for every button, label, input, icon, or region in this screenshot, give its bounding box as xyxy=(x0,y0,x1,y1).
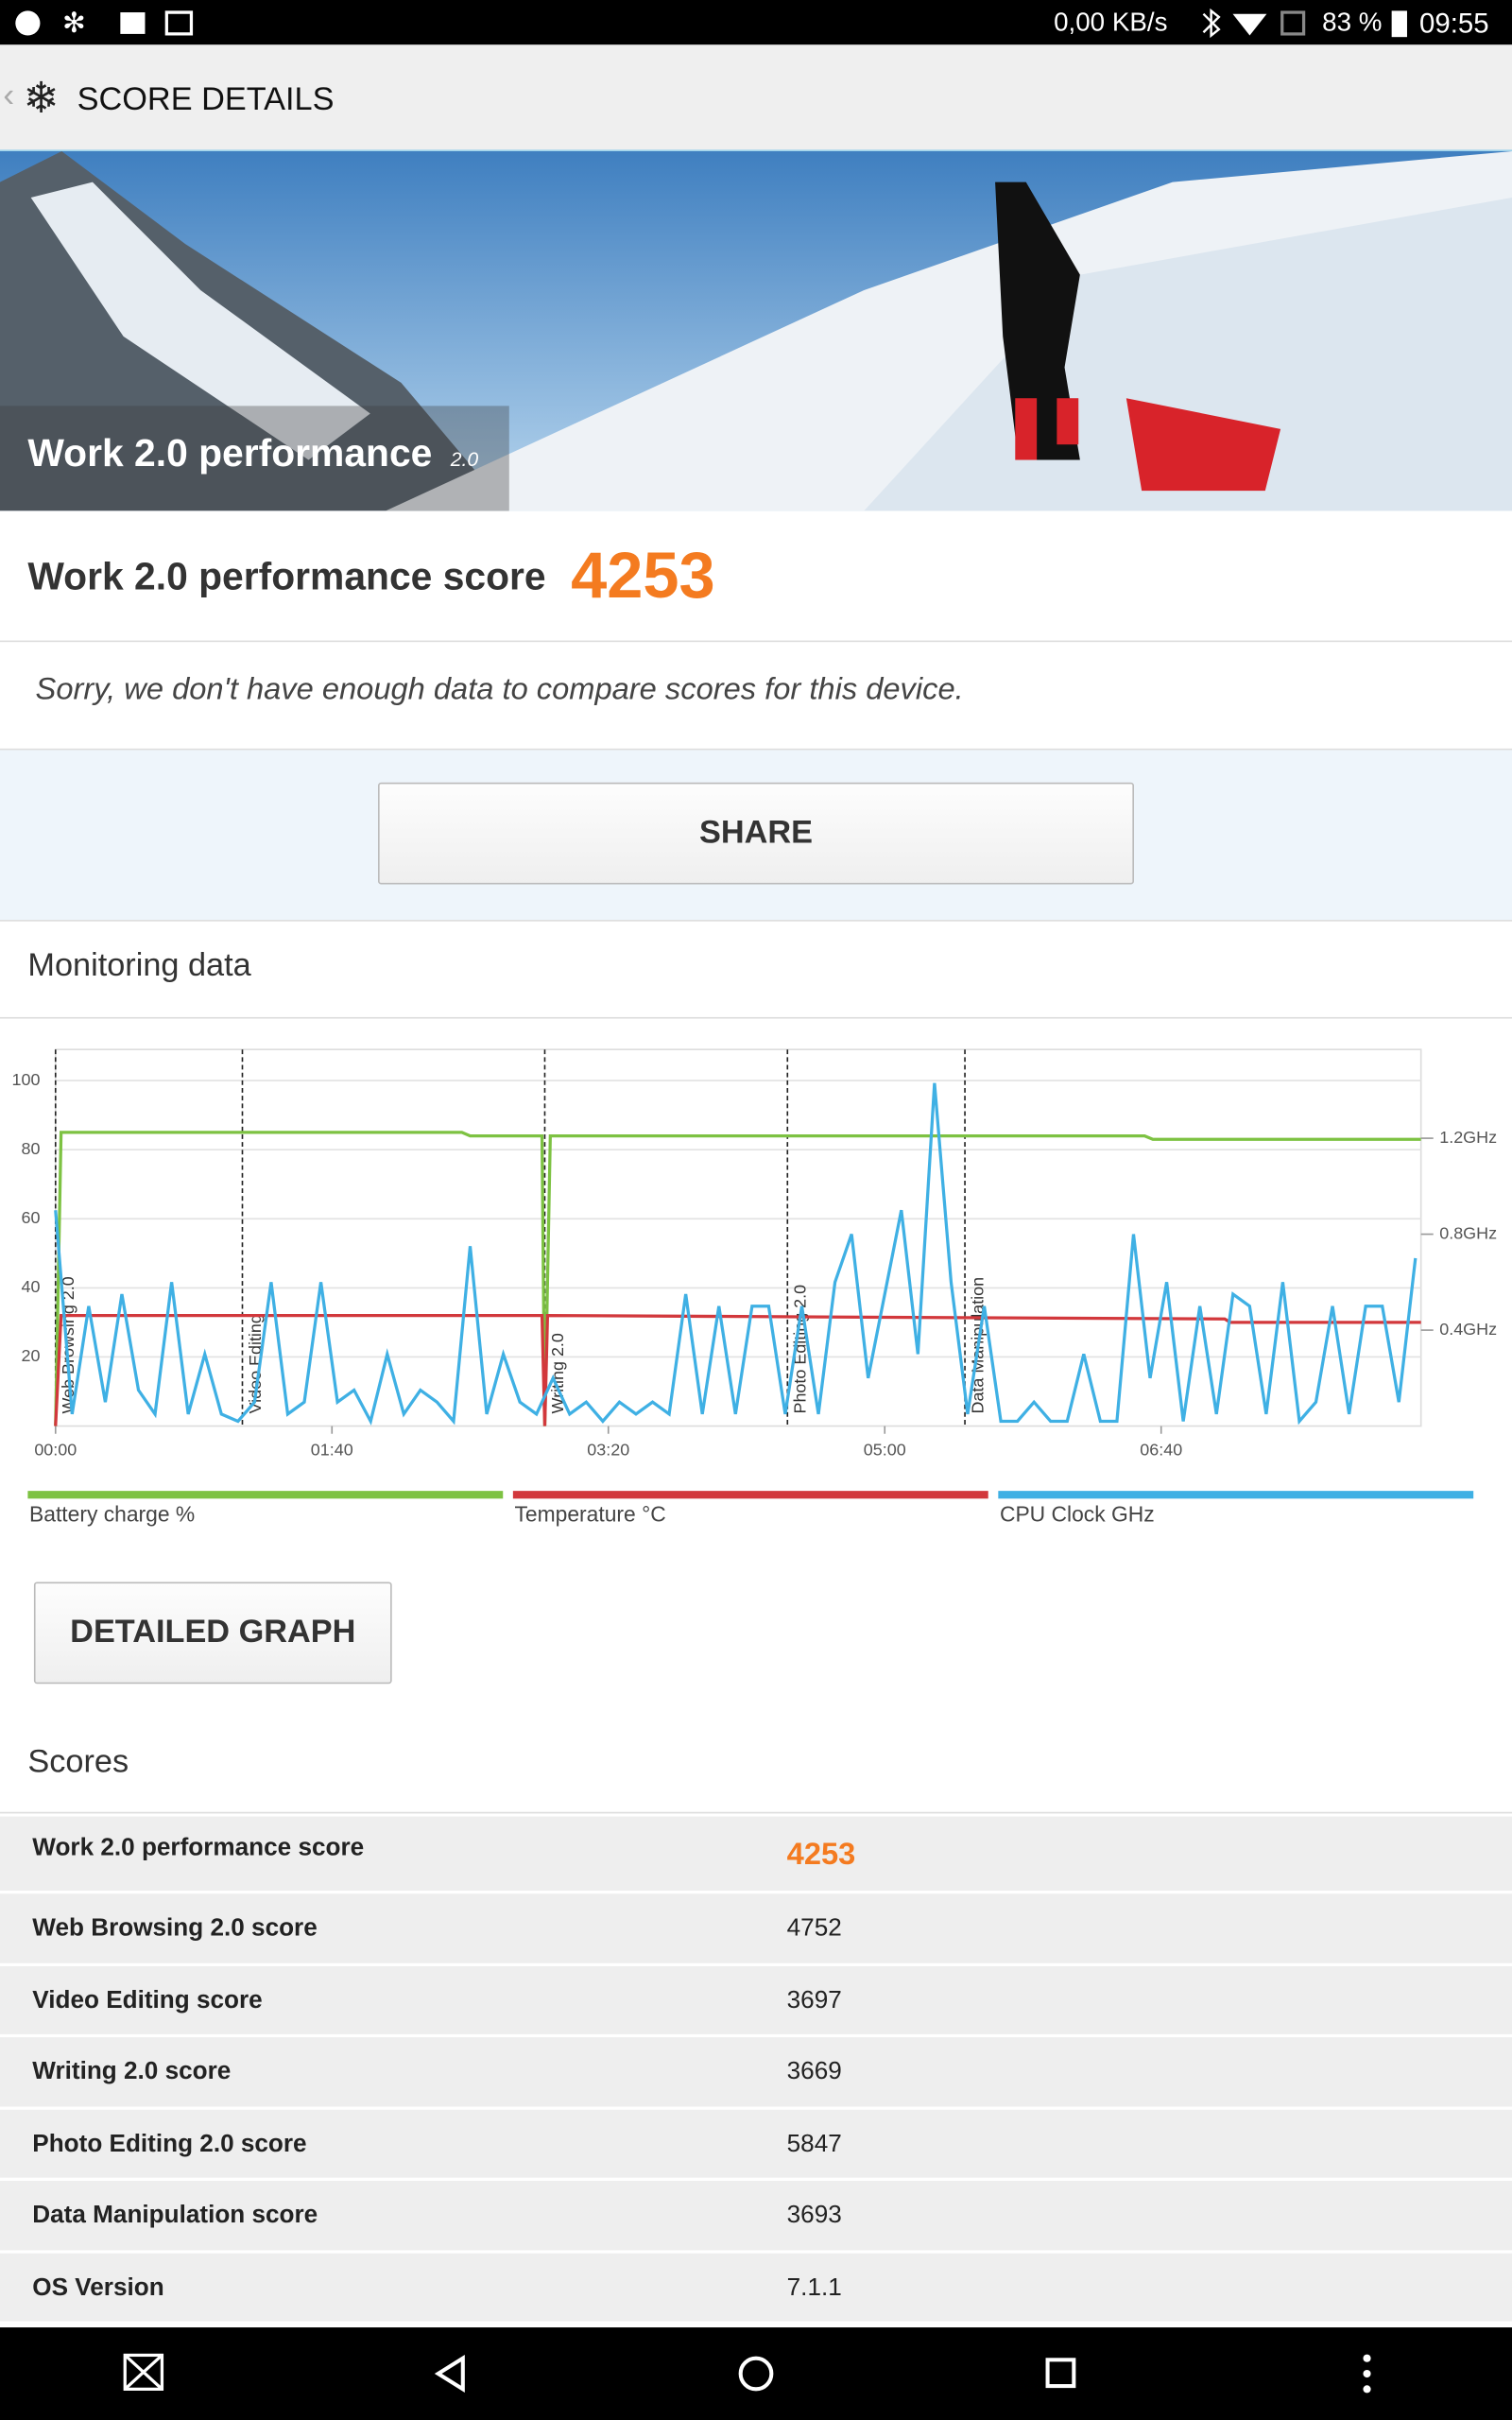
y2-tick-label: 0.8GHz xyxy=(1439,1223,1497,1242)
score-row-label: Video Editing score xyxy=(32,1987,263,2014)
recents-button[interactable] xyxy=(1045,2358,1076,2389)
message: Sorry, we don't have enough data to comp… xyxy=(35,672,964,707)
x-tick-label: 05:00 xyxy=(864,1440,906,1459)
message-box: Sorry, we don't have enough data to comp… xyxy=(0,641,1512,751)
score-row: Photo Editing 2.0 score 5847 xyxy=(0,2109,1512,2181)
y-tick-label: 100 xyxy=(12,1070,41,1089)
x-tick-label: 00:00 xyxy=(34,1440,77,1459)
score-row: Writing 2.0 score 3669 xyxy=(0,2037,1512,2110)
score-row: Video Editing score 3697 xyxy=(0,1965,1512,2038)
back-arrow[interactable]: ‹ xyxy=(3,76,15,114)
app-icon: ❄ xyxy=(23,74,60,122)
battery-text: 83 % xyxy=(1322,8,1383,38)
section-label: Photo Editing 2.0 xyxy=(791,1285,810,1414)
svg-text:✻: ✻ xyxy=(62,8,86,39)
score-label: Work 2.0 performance score xyxy=(27,555,546,599)
monitoring-title: Monitoring data xyxy=(27,947,251,983)
status-icons-right xyxy=(1202,8,1306,39)
banner-title: Work 2.0 performance xyxy=(27,432,433,475)
score-row-label: Work 2.0 performance score xyxy=(32,1835,365,1861)
score-row-label: Photo Editing 2.0 score xyxy=(32,2130,307,2157)
y2-tick-label: 0.4GHz xyxy=(1439,1320,1497,1339)
scores-table: Work 2.0 performance score 4253 Web Browsi… xyxy=(0,1816,1512,2325)
score-row-value: 3669 xyxy=(786,2058,842,2085)
legend-label: CPU Clock GHz xyxy=(1000,1501,1155,1526)
y-tick-label: 40 xyxy=(21,1277,40,1296)
score-row-label: Web Browsing 2.0 score xyxy=(32,1915,318,1942)
net-speed: 0,00 KB/s xyxy=(1054,8,1168,38)
y-tick-label: 20 xyxy=(21,1346,40,1365)
score-box: Work 2.0 performance score 4253 xyxy=(0,510,1512,643)
score-row-value: 5847 xyxy=(786,2130,842,2157)
back-button[interactable] xyxy=(434,2355,465,2394)
share-area: SHARE xyxy=(0,750,1512,921)
status-bar: ✻ 0,00 KB/s 83 % 09:55 xyxy=(0,0,1512,45)
score-row-value: 3693 xyxy=(786,2202,842,2229)
x-tick-label: 03:20 xyxy=(587,1440,629,1459)
home-button[interactable] xyxy=(738,2356,774,2392)
battery-icon xyxy=(1391,10,1407,38)
menu-button[interactable] xyxy=(1363,2354,1371,2394)
score-row-value: 4752 xyxy=(786,1915,842,1942)
legend-label: Battery charge % xyxy=(29,1501,195,1526)
x-tick-label: 06:40 xyxy=(1140,1440,1182,1459)
score-row: Web Browsing 2.0 score 4752 xyxy=(0,1893,1512,1966)
y-tick-label: 60 xyxy=(21,1208,40,1227)
detailed-graph-button[interactable]: DETAILED GRAPH xyxy=(33,1582,392,1685)
monitoring-header: Monitoring data xyxy=(0,920,1512,1019)
score-row: Work 2.0 performance score 4253 xyxy=(0,1816,1512,1894)
share-button[interactable]: SHARE xyxy=(378,782,1134,885)
series-line xyxy=(54,1082,1418,1426)
legend-label: Temperature °C xyxy=(514,1501,665,1526)
plot-area xyxy=(54,1048,1422,1427)
score-row: Data Manipulation score 3693 xyxy=(0,2180,1512,2253)
legend-swatch xyxy=(27,1491,504,1499)
score-value: 4253 xyxy=(571,538,715,612)
nav-icons xyxy=(123,2353,1371,2394)
toolbar-title: SCORE DETAILS xyxy=(77,81,335,118)
x-tick-label: 01:40 xyxy=(311,1440,353,1459)
divider xyxy=(0,1811,1512,1814)
y2-tick-label: 1.2GHz xyxy=(1439,1128,1497,1147)
score-row-label: Writing 2.0 score xyxy=(32,2058,232,2085)
score-row: OS Version 7.1.1 xyxy=(0,2252,1512,2325)
score-row-label: OS Version xyxy=(32,2273,164,2301)
banner: Work 2.0 performance 2.0 xyxy=(0,151,1512,511)
toolbar: ‹ ❄ SCORE DETAILS xyxy=(0,44,1512,153)
scores-title: Scores xyxy=(27,1743,129,1780)
section-label: Video Editing xyxy=(246,1314,265,1413)
score-row-label: Data Manipulation score xyxy=(32,2202,318,2229)
screenshot-button[interactable] xyxy=(123,2353,164,2391)
score-row-value: 7.1.1 xyxy=(786,2273,842,2301)
section-label: Writing 2.0 xyxy=(548,1333,567,1413)
y-tick-label: 80 xyxy=(21,1139,40,1158)
monitoring-chart: 20 40 60 80 100 0.4GHz 0.8GHz 1.2GHz 00:00 01:40 0… xyxy=(12,1048,1497,1526)
score-row-value: 4253 xyxy=(786,1838,856,1873)
nav-bar xyxy=(0,2327,1512,2420)
legend-swatch xyxy=(512,1491,988,1499)
score-row-value: 3697 xyxy=(786,1987,842,2014)
banner-version: 2.0 xyxy=(450,447,479,471)
legend-swatch xyxy=(998,1491,1474,1499)
clock: 09:55 xyxy=(1419,8,1489,39)
status-icons: ✻ xyxy=(15,8,194,39)
banner-image xyxy=(0,151,1512,511)
series-line xyxy=(54,1131,1421,1426)
